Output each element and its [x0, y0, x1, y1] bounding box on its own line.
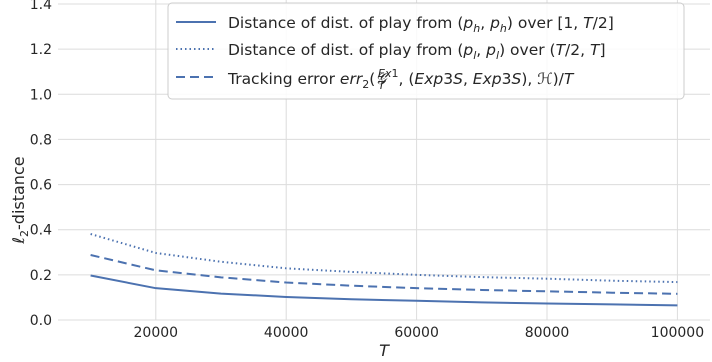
- legend-entry-2: Distance of dist. of play from (pl, pl) …: [228, 41, 606, 62]
- y-tick-label: 0.8: [30, 132, 52, 148]
- y-tick-label: 1.0: [30, 87, 52, 103]
- y-tick-label: 0.6: [30, 178, 52, 194]
- y-tick-label: 0.4: [30, 223, 52, 239]
- x-tick-label: 40000: [264, 325, 309, 341]
- x-tick-label: 60000: [394, 325, 439, 341]
- y-axis-label: ℓ2-distance: [9, 156, 31, 244]
- series-line-dashed: [90, 254, 678, 295]
- y-tick-label: 1.2: [30, 42, 52, 58]
- x-tick-label: 80000: [525, 325, 570, 341]
- series-line-solid: [90, 274, 678, 307]
- y-tick-label: 1.4: [30, 0, 52, 13]
- legend: Distance of dist. of play from (ph, ph) …: [167, 2, 685, 100]
- x-tick-label: 20000: [134, 325, 179, 341]
- legend-entry-1: Distance of dist. of play from (ph, ph) …: [228, 14, 614, 35]
- series-line-dotted: [90, 233, 678, 284]
- y-tick-label: 0.2: [30, 268, 52, 284]
- legend-entry-3: Tracking error err2(𝒢TEx1, (Exp3S, Exp3S…: [227, 67, 575, 92]
- tick-labels: 20000 40000 60000 80000 100000 0.0 0.2 0.4 0.6 0.…: [30, 0, 704, 341]
- x-tick-label: 100000: [651, 325, 704, 341]
- y-tick-label: 0.0: [30, 313, 52, 329]
- x-axis-label: T: [379, 341, 390, 360]
- legend-box: [167, 2, 685, 100]
- data-series: [90, 233, 678, 307]
